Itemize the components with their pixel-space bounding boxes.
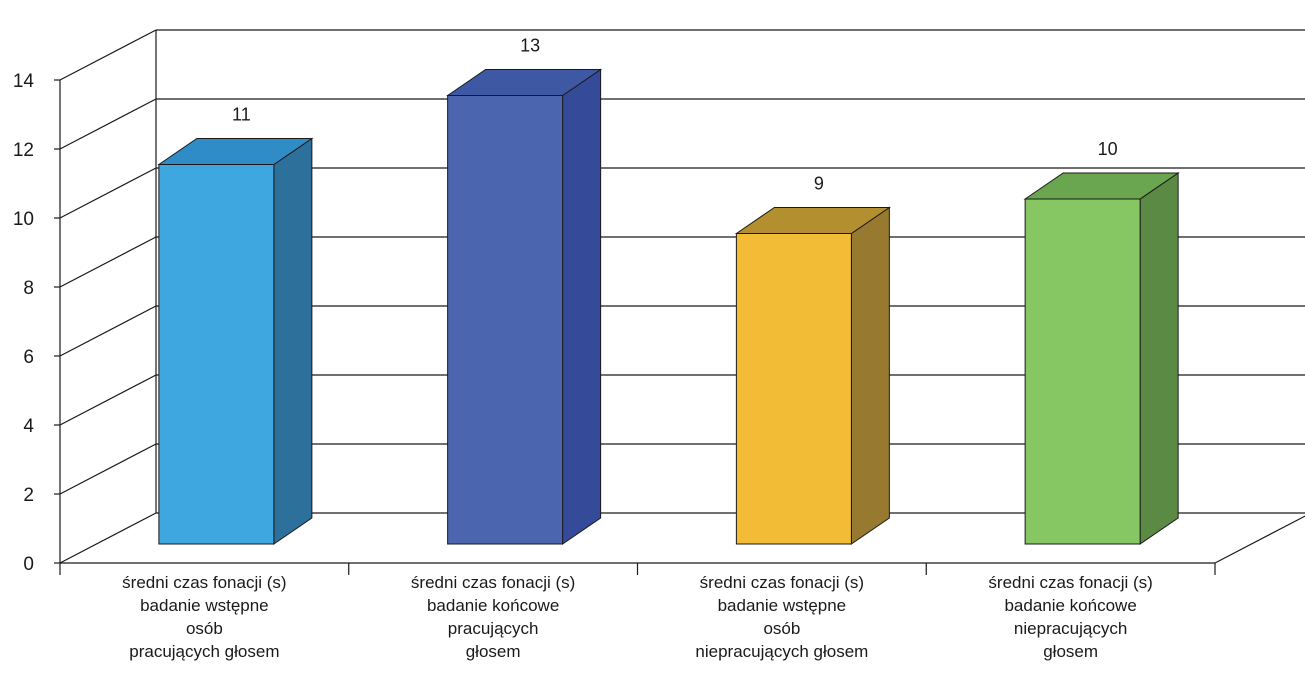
grid-diagonal xyxy=(59,167,157,219)
bar-side-face xyxy=(562,68,602,545)
y-tick-label: 2 xyxy=(23,485,34,506)
y-tick-label: 10 xyxy=(13,209,34,230)
grid-diagonal xyxy=(59,29,157,81)
category-label-line: głosem xyxy=(466,642,521,661)
bars-layer xyxy=(157,68,1180,545)
y-tick-label: 8 xyxy=(23,278,34,299)
labels-layer: 11 średni czas fonacji (s) badanie wstępne… xyxy=(122,36,1153,662)
bar-front-face xyxy=(447,95,564,545)
bar-side-face xyxy=(850,206,890,545)
y-tick-label: 0 xyxy=(23,554,34,575)
bar-4 xyxy=(1023,172,1180,545)
bar-2 xyxy=(446,68,603,545)
category-label-line: niepracujących głosem xyxy=(695,642,868,661)
category-label-line: badanie końcowe xyxy=(1004,596,1136,615)
category-label-line: pracujących głosem xyxy=(129,642,279,661)
category-label-line: osób xyxy=(763,619,800,638)
grid-diagonal xyxy=(59,374,157,426)
y-tick-label: 12 xyxy=(13,140,34,161)
bar-front-face xyxy=(158,164,275,545)
category-label-line: średni czas fonacji (s) xyxy=(122,573,286,592)
category-label-line: osób xyxy=(186,619,223,638)
category-label-line: badanie końcowe xyxy=(427,596,559,615)
bar-side-face xyxy=(273,137,313,545)
grid-layer xyxy=(59,29,1305,564)
category-label-line: głosem xyxy=(1043,642,1098,661)
category-label-line: średni czas fonacji (s) xyxy=(700,573,864,592)
category-label-line: niepracujących xyxy=(1014,619,1127,638)
axis-layer: 0 2 4 6 8 10 12 14 xyxy=(13,71,1305,575)
y-tick-label: 6 xyxy=(23,347,34,368)
y-tick-label: 4 xyxy=(23,416,34,437)
category-label-line: pracujących xyxy=(448,619,539,638)
bar-front-face xyxy=(735,233,852,545)
value-label: 10 xyxy=(1098,139,1118,159)
bar-3 xyxy=(734,206,891,545)
category-label-line: badanie wstępne xyxy=(718,596,847,615)
value-label: 11 xyxy=(232,105,251,125)
category-label-line: średni czas fonacji (s) xyxy=(988,573,1152,592)
category-label-line: badanie wstępne xyxy=(140,596,269,615)
grid-diagonal xyxy=(59,236,157,288)
value-label: 13 xyxy=(520,36,540,56)
floor-right-edge xyxy=(1214,515,1305,564)
grid-diagonal xyxy=(59,305,157,357)
value-label: 9 xyxy=(814,174,824,194)
bar-side-face xyxy=(1139,172,1179,545)
bar-front-face xyxy=(1024,198,1141,545)
grid-diagonal xyxy=(59,512,157,564)
grid-diagonal xyxy=(59,443,157,495)
grid-diagonal xyxy=(59,98,157,150)
bar-1 xyxy=(157,137,314,545)
category-label-line: średni czas fonacji (s) xyxy=(411,573,575,592)
y-tick-label: 14 xyxy=(13,71,35,92)
